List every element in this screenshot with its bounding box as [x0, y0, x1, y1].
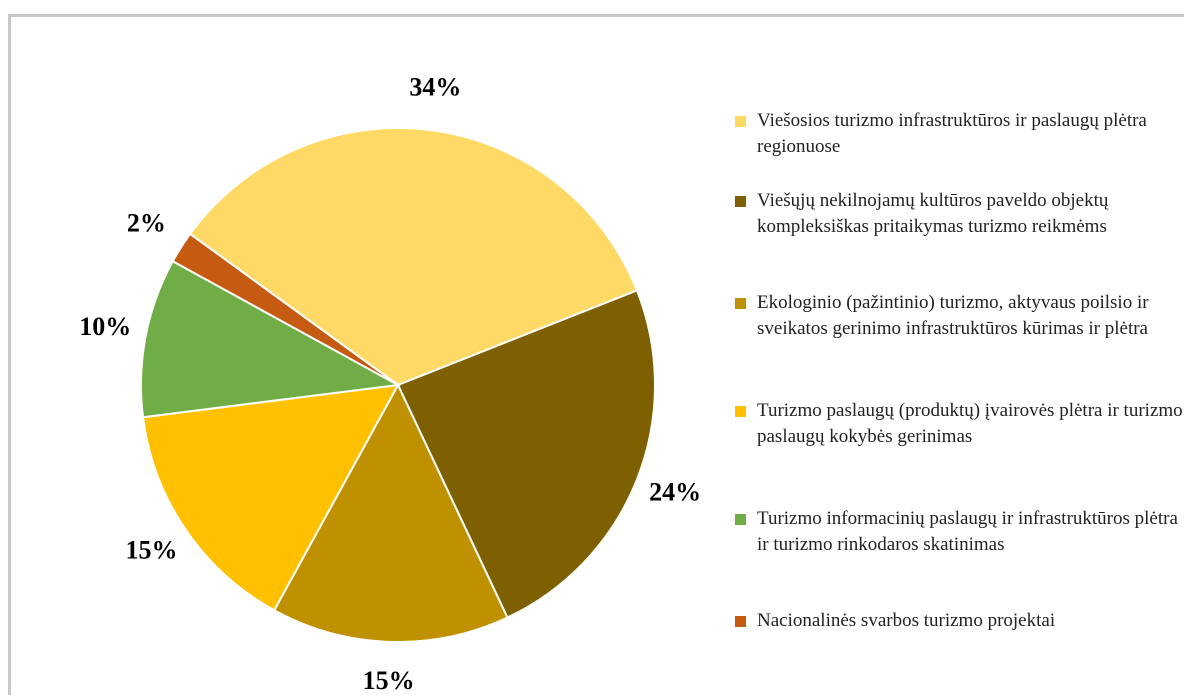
legend-item: Ekologinio (pažintinio) turizmo, aktyvau… [735, 290, 1184, 342]
legend-swatch [735, 298, 746, 309]
legend-label: Nacionalinės svarbos turizmo projektai [757, 610, 1056, 631]
pie-slice [396, 289, 656, 619]
legend-label: Ekologinio (pažintinio) turizmo, aktyvau… [757, 292, 1149, 339]
pie-slice [188, 127, 639, 387]
pie-slice [171, 232, 399, 386]
data-label: 2% [127, 208, 166, 237]
pie-slice [140, 259, 402, 419]
legend-label: Viešųjų nekilnojamų kultūros paveldo obj… [757, 190, 1109, 237]
legend-item: Turizmo paslaugų (produktų) įvairovės pl… [735, 398, 1184, 450]
legend-item: Viešųjų nekilnojamų kultūros paveldo obj… [735, 188, 1184, 240]
legend-swatch [735, 514, 746, 525]
chart-frame [8, 14, 1184, 695]
legend-label: Turizmo paslaugų (produktų) įvairovės pl… [757, 400, 1183, 447]
pie-slice [141, 383, 400, 612]
data-label: 24% [649, 478, 701, 507]
data-label: 34% [409, 72, 461, 101]
data-label: 15% [126, 535, 178, 564]
legend-label: Viešosios turizmo infrastruktūros ir pas… [757, 110, 1147, 157]
data-label: 15% [363, 666, 415, 695]
legend-item: Viešosios turizmo infrastruktūros ir pas… [735, 108, 1184, 160]
legend-item: Nacionalinės svarbos turizmo projektai [735, 608, 1184, 634]
legend-swatch [735, 116, 746, 127]
legend-swatch [735, 196, 746, 207]
data-label: 10% [79, 312, 131, 341]
legend-item: Turizmo informacinių paslaugų ir infrast… [735, 506, 1184, 558]
legend-swatch [735, 406, 746, 417]
legend-swatch [735, 616, 746, 627]
legend-label: Turizmo informacinių paslaugų ir infrast… [757, 508, 1178, 555]
pie-slice [272, 382, 509, 643]
